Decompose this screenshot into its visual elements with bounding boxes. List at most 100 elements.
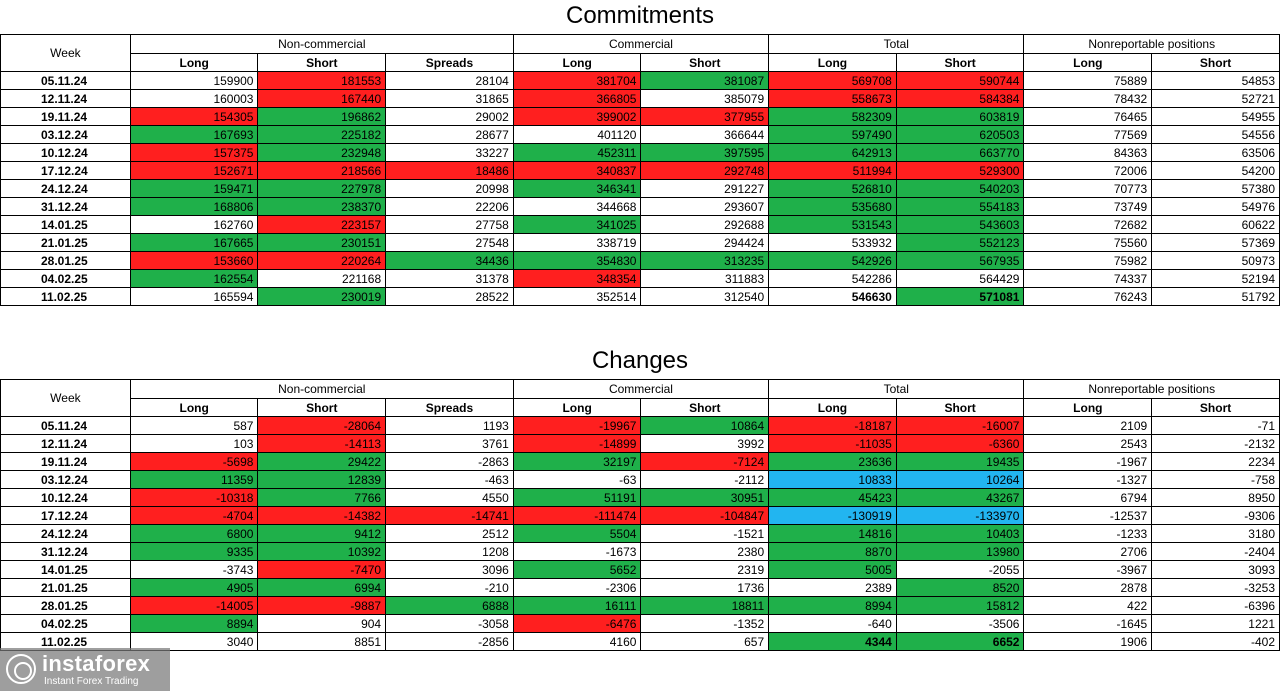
column-header: Long bbox=[129, 398, 259, 417]
value-cell: 526810 bbox=[768, 179, 897, 198]
value-cell: -2306 bbox=[512, 578, 642, 597]
value-cell: 4550 bbox=[385, 488, 514, 507]
week-cell: 04.02.25 bbox=[0, 614, 131, 633]
value-cell: 84363 bbox=[1023, 143, 1153, 162]
value-cell: -210 bbox=[385, 578, 514, 597]
value-cell: 6794 bbox=[1023, 488, 1153, 507]
value-cell: 225182 bbox=[257, 125, 387, 144]
table-row: 21.01.25 4905 6994 -210 -2306 1736 2389 8520 287… bbox=[0, 578, 1280, 597]
changes-title: Changes bbox=[591, 347, 689, 374]
value-cell: 54200 bbox=[1151, 161, 1280, 180]
value-cell: 223157 bbox=[257, 215, 387, 234]
value-cell: 167440 bbox=[257, 89, 387, 108]
value-cell: -3058 bbox=[385, 614, 514, 633]
value-cell: 154305 bbox=[129, 107, 259, 126]
value-cell: 571081 bbox=[895, 287, 1025, 306]
value-cell: -2055 bbox=[895, 560, 1025, 579]
value-cell: 19435 bbox=[895, 452, 1025, 471]
value-cell: 74337 bbox=[1023, 269, 1153, 288]
week-cell: 12.11.24 bbox=[0, 434, 131, 453]
table-row: 17.12.24 -4704 -14382 -14741 -111474 -104847-… bbox=[0, 506, 1280, 525]
value-cell: 543603 bbox=[895, 215, 1025, 234]
column-header: Short bbox=[257, 53, 387, 72]
value-cell: -11035 bbox=[768, 434, 897, 453]
table-row: 05.11.24 159900 181553 28104 381704 381087 569… bbox=[0, 71, 1280, 90]
week-header: Week bbox=[0, 379, 131, 417]
value-cell: 567935 bbox=[895, 251, 1025, 270]
value-cell: 168806 bbox=[129, 197, 259, 216]
week-cell: 24.12.24 bbox=[0, 179, 131, 198]
week-cell: 21.01.25 bbox=[0, 578, 131, 597]
value-cell: -2856 bbox=[385, 632, 514, 651]
value-cell: 75982 bbox=[1023, 251, 1153, 270]
table-row: 04.02.25 162554 221168 31378 348354 311883 542… bbox=[0, 269, 1280, 288]
value-cell: -9887 bbox=[257, 596, 387, 615]
value-cell: -7470 bbox=[257, 560, 387, 579]
week-cell: 11.02.25 bbox=[0, 287, 131, 306]
week-cell: 31.12.24 bbox=[0, 542, 131, 561]
value-cell: 50973 bbox=[1151, 251, 1280, 270]
group-header: Nonreportable positions bbox=[1023, 379, 1280, 399]
value-cell: 366805 bbox=[512, 89, 642, 108]
value-cell: 2234 bbox=[1151, 452, 1280, 471]
week-cell: 28.01.25 bbox=[0, 596, 131, 615]
value-cell: 422 bbox=[1023, 596, 1153, 615]
value-cell: 338719 bbox=[512, 233, 642, 252]
value-cell: -16007 bbox=[895, 416, 1025, 435]
value-cell: 311883 bbox=[640, 269, 770, 288]
value-cell: 54853 bbox=[1151, 71, 1280, 90]
table-row: 31.12.24 168806 238370 22206 344668 293607 535… bbox=[0, 197, 1280, 216]
value-cell: 340837 bbox=[512, 161, 642, 180]
table-row: 04.02.25 8894 904 -3058 -6476 -1352 -640 -3506-… bbox=[0, 614, 1280, 633]
value-cell: 1736 bbox=[640, 578, 770, 597]
value-cell: 569708 bbox=[768, 71, 897, 90]
table-row: 14.01.25 -3743 -7470 3096 5652 2319 5005 -2055-… bbox=[0, 560, 1280, 579]
week-cell: 03.12.24 bbox=[0, 470, 131, 489]
value-cell: 381087 bbox=[640, 71, 770, 90]
value-cell: 72682 bbox=[1023, 215, 1153, 234]
value-cell: 4905 bbox=[129, 578, 259, 597]
value-cell: 54976 bbox=[1151, 197, 1280, 216]
watermark-tagline: Instant Forex Trading bbox=[44, 676, 139, 687]
value-cell: 348354 bbox=[512, 269, 642, 288]
value-cell: -4704 bbox=[129, 506, 259, 525]
value-cell: 8950 bbox=[1151, 488, 1280, 507]
week-cell: 24.12.24 bbox=[0, 524, 131, 543]
week-cell: 05.11.24 bbox=[0, 71, 131, 90]
value-cell: 72006 bbox=[1023, 161, 1153, 180]
table-row: 28.01.25 153660 220264 34436 354830 313235 542… bbox=[0, 251, 1280, 270]
table-row: 31.12.24 9335 10392 1208 -1673 2380 8870 13980 2… bbox=[0, 542, 1280, 561]
value-cell: 10392 bbox=[257, 542, 387, 561]
value-cell: 54955 bbox=[1151, 107, 1280, 126]
value-cell: -758 bbox=[1151, 470, 1280, 489]
week-cell: 21.01.25 bbox=[0, 233, 131, 252]
value-cell: 22206 bbox=[385, 197, 514, 216]
column-header: Long bbox=[129, 53, 259, 72]
value-cell: 31378 bbox=[385, 269, 514, 288]
value-cell: -63 bbox=[512, 470, 642, 489]
value-cell: 28522 bbox=[385, 287, 514, 306]
week-cell: 12.11.24 bbox=[0, 89, 131, 108]
value-cell: -3506 bbox=[895, 614, 1025, 633]
value-cell: 3992 bbox=[640, 434, 770, 453]
table-row: 19.11.24 154305 196862 29002 399002 377955 582… bbox=[0, 107, 1280, 126]
table-row: 10.12.24 157375 232948 33227 452311 397595 642… bbox=[0, 143, 1280, 162]
week-header: Week bbox=[0, 34, 131, 72]
value-cell: 29422 bbox=[257, 452, 387, 471]
value-cell: 221168 bbox=[257, 269, 387, 288]
group-header: Total bbox=[768, 34, 1025, 54]
value-cell: -3253 bbox=[1151, 578, 1280, 597]
changes-table: Week Non-commercial Commercial Total Nonrepo… bbox=[0, 379, 1280, 651]
table-row: 17.12.24 152671 218566 18486 340837 292748 511… bbox=[0, 161, 1280, 180]
commitments-title: Commitments bbox=[565, 2, 715, 29]
value-cell: 28677 bbox=[385, 125, 514, 144]
value-cell: 8520 bbox=[895, 578, 1025, 597]
value-cell: 452311 bbox=[512, 143, 642, 162]
value-cell: 354830 bbox=[512, 251, 642, 270]
value-cell: 2543 bbox=[1023, 434, 1153, 453]
column-header: Long bbox=[768, 398, 897, 417]
value-cell: 181553 bbox=[257, 71, 387, 90]
value-cell: 3180 bbox=[1151, 524, 1280, 543]
commitments-table: Week Non-commercial Commercial Total Nonrepo… bbox=[0, 34, 1280, 306]
